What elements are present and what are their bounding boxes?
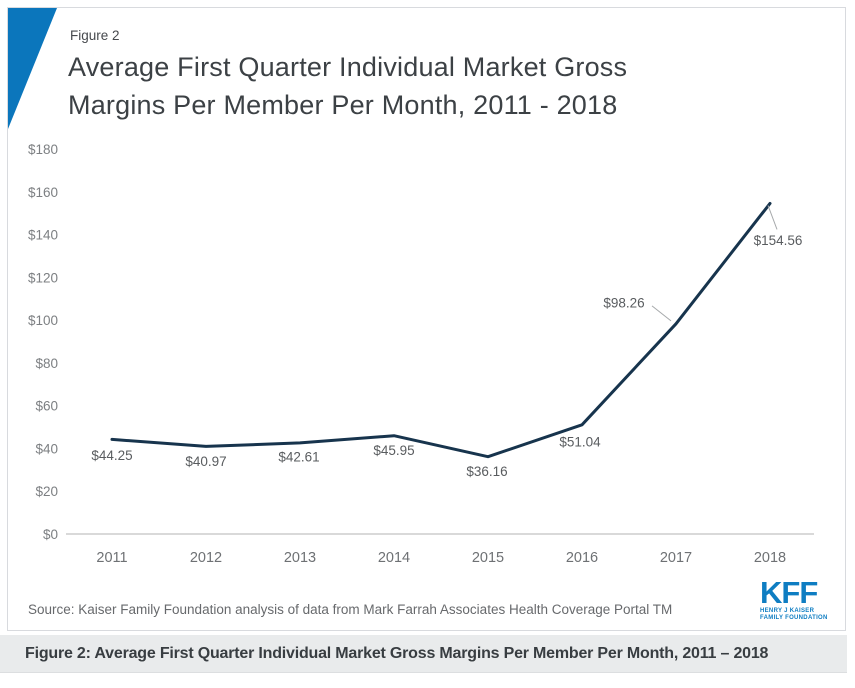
y-tick-label: $80	[35, 356, 58, 371]
kff-logo-subtext: HENRY J KAISER FAMILY FOUNDATION	[760, 608, 840, 622]
chart-line-series	[110, 201, 772, 459]
y-tick-label: $60	[35, 399, 58, 414]
x-tick-label: 2018	[754, 550, 786, 566]
data-point-label: $36.16	[466, 464, 507, 479]
data-point-label: $40.97	[185, 454, 226, 469]
kff-logo-subtext-line1: HENRY J KAISER	[760, 608, 815, 614]
data-point-label: $42.61	[278, 449, 319, 464]
kff-logo: KFF HENRY J KAISER FAMILY FOUNDATION	[760, 575, 840, 622]
y-tick-label: $140	[28, 228, 58, 243]
source-note: Source: Kaiser Family Foundation analysi…	[28, 602, 673, 617]
x-tick-label: 2011	[96, 550, 127, 566]
x-tick-label: 2014	[378, 550, 410, 566]
data-point-label: $98.26	[603, 295, 644, 310]
line-chart-svg: $0 $20 $40 $60 $80 $100 $120 $140 $160 $180 2011 20…	[28, 142, 814, 566]
x-tick-label: 2012	[190, 550, 222, 566]
y-tick-label: $20	[35, 484, 58, 499]
y-tick-label: $120	[28, 270, 58, 285]
data-point-label: $51.04	[559, 434, 601, 449]
data-label-leader-line	[767, 205, 778, 230]
kff-corner-accent	[8, 8, 57, 129]
y-tick-label: $100	[28, 313, 58, 328]
data-point-label: $44.25	[91, 448, 132, 463]
kff-logo-subtext-line2: FAMILY FOUNDATION	[760, 615, 828, 621]
y-tick-label: $160	[28, 185, 58, 200]
x-tick-label: 2015	[472, 550, 504, 566]
line-chart: $0 $20 $40 $60 $80 $100 $120 $140 $160 $180 2011 20…	[8, 136, 847, 581]
figure-caption-bar: Figure 2: Average First Quarter Individu…	[0, 635, 847, 673]
x-tick-label: 2013	[284, 550, 316, 566]
x-tick-label: 2016	[566, 550, 598, 566]
x-tick-label: 2017	[660, 550, 692, 566]
figure-label: Figure 2	[70, 28, 120, 43]
y-tick-label: $40	[35, 441, 58, 456]
kff-logo-acronym: KFF	[760, 575, 818, 610]
data-point-label: $154.56	[754, 233, 803, 248]
data-label-leader-line	[651, 305, 672, 322]
y-tick-label: $180	[28, 142, 58, 157]
chart-title: Average First Quarter Individual Market …	[68, 52, 628, 120]
figure-caption-text: Figure 2: Average First Quarter Individu…	[25, 644, 769, 662]
y-tick-label: $0	[43, 527, 58, 542]
data-point-label: $45.95	[373, 443, 414, 458]
chart-card: Figure 2 Average First Quarter Individua…	[7, 7, 846, 631]
